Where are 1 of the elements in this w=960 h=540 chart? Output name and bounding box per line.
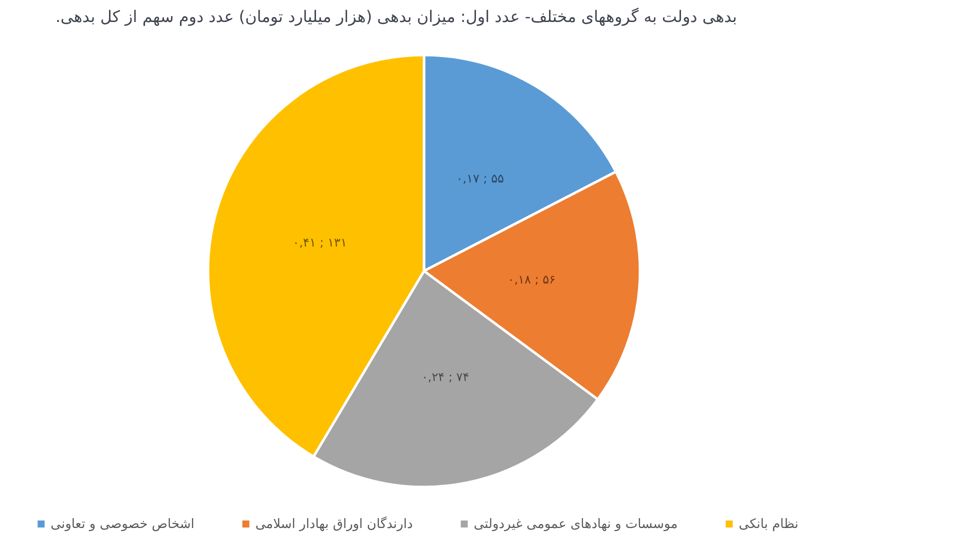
title: بدهی دولت به گروههای مختلف- عدد اول: میزان بدهی (هزار میلیارد تومان) عدد دوم سهم از کل بدهی. [55, 7, 737, 26]
